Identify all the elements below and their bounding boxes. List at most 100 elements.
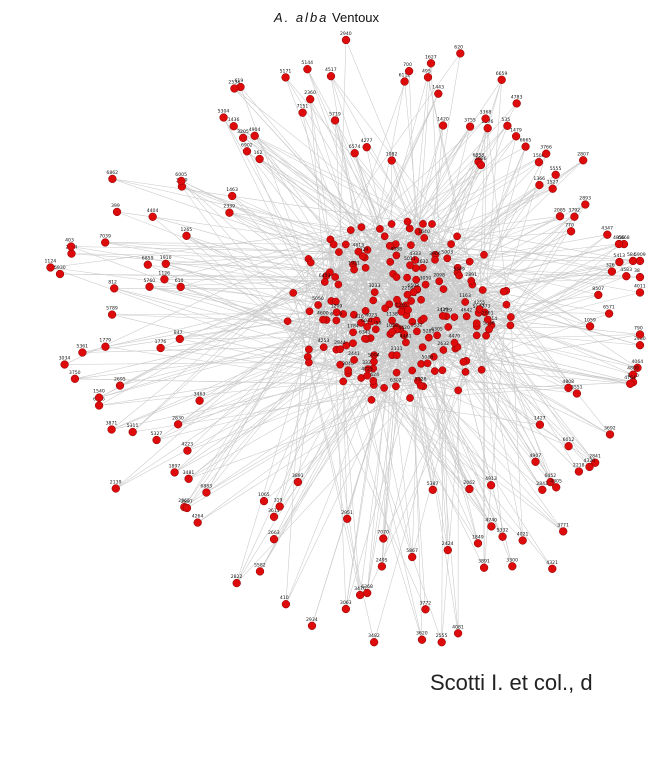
node-dot — [392, 382, 400, 391]
node-dot — [387, 156, 396, 165]
node-label: 5050 — [312, 296, 324, 302]
node-label: 620 — [454, 44, 463, 50]
node-dot — [635, 330, 645, 339]
network-edge — [346, 345, 374, 369]
node-label: 2218 — [573, 463, 585, 469]
node-label: 610 — [175, 278, 184, 284]
node-label: 6659 — [496, 71, 508, 77]
network-node: 4064 — [632, 359, 643, 372]
network-edge — [423, 369, 482, 387]
node-label: 2632 — [417, 259, 429, 265]
network-node: 5311 — [127, 423, 138, 437]
node-label: 4333 — [409, 251, 421, 257]
network-node: 3373 — [479, 303, 491, 317]
network-edge — [482, 289, 551, 483]
network-node: 6665 — [520, 138, 531, 151]
network-edge — [396, 319, 488, 356]
network-edge — [99, 370, 443, 406]
node-dot — [579, 156, 588, 165]
network-edge — [308, 311, 310, 350]
network-edge — [112, 312, 485, 315]
node-label: 4856 — [613, 235, 625, 241]
network-node: 1250 — [395, 303, 407, 316]
network-node: 4305 — [550, 478, 562, 492]
node-label: 4725 — [361, 367, 373, 373]
node-label: 3771 — [557, 522, 569, 528]
node-label: 6341 — [359, 330, 371, 336]
node-label: 6012 — [563, 437, 575, 443]
network-node — [329, 240, 338, 249]
node-label: 2534 — [228, 80, 240, 86]
node-label: 5003 — [441, 249, 453, 255]
node-dot — [229, 122, 238, 131]
network-node: 4809 — [627, 366, 639, 379]
node-label: 2555 — [436, 633, 448, 639]
network-node — [444, 323, 453, 331]
node-dot — [225, 208, 234, 217]
node-dot — [455, 271, 463, 280]
node-dot — [107, 425, 116, 434]
network-node: 38 — [634, 268, 645, 282]
network-edge — [160, 322, 362, 349]
network-node — [385, 241, 394, 250]
node-label: 2062 — [463, 480, 475, 486]
network-node: 3620 — [416, 631, 428, 644]
network-node: 1436 — [228, 117, 239, 131]
node-dot — [320, 278, 329, 286]
network-node — [385, 300, 394, 309]
network-node — [447, 240, 455, 248]
network-node: 326 — [606, 263, 617, 276]
node-label: 2216 — [402, 286, 414, 292]
network-node: 6883 — [200, 484, 212, 497]
network-edge — [310, 262, 374, 301]
network-node — [412, 275, 421, 284]
node-dot — [379, 534, 388, 543]
node-dot — [293, 477, 303, 487]
network-edge — [398, 304, 477, 324]
network-edge — [105, 311, 310, 347]
network-edge — [71, 253, 416, 261]
network-node: 4223 — [181, 442, 193, 455]
node-label: 1082 — [386, 152, 398, 158]
network-edge — [333, 244, 449, 328]
network-node — [305, 345, 313, 354]
node-label: 2842 — [536, 481, 548, 487]
network-edge — [186, 324, 492, 509]
network-edge — [236, 332, 354, 584]
node-dot — [242, 147, 252, 156]
network-edge — [443, 312, 486, 351]
network-node: 1463 — [226, 187, 238, 201]
node-dot — [362, 143, 371, 152]
node-label: 3891 — [292, 473, 304, 479]
network-edge — [417, 380, 543, 491]
node-dot — [407, 297, 415, 305]
network-node: 4088 — [390, 246, 402, 260]
network-node: 1443 — [432, 85, 444, 98]
network-edge — [409, 228, 536, 462]
node-dot — [628, 370, 638, 379]
network-edge — [336, 335, 487, 350]
node-dot — [404, 66, 414, 76]
node-label: 3040 — [342, 361, 354, 367]
node-label: 5930 — [54, 265, 66, 271]
network-edge — [491, 325, 590, 468]
node-label: 5867 — [406, 548, 418, 554]
network-edge — [408, 309, 610, 314]
network-node: 2216 — [402, 286, 414, 299]
network-edge — [179, 338, 349, 374]
network-node: 6012 — [563, 437, 575, 451]
network-edge — [309, 99, 326, 283]
node-dot — [423, 359, 432, 368]
network-edge — [197, 380, 419, 523]
node-dot — [363, 322, 371, 331]
node-label: 2139 — [110, 480, 122, 486]
network-node: 770 — [565, 222, 576, 236]
node-label: 5327 — [151, 431, 163, 437]
network-edge — [450, 243, 591, 327]
network-edge — [410, 244, 641, 262]
network-node: 2961 — [482, 311, 494, 324]
node-dot — [403, 290, 412, 299]
network-edge — [74, 314, 354, 380]
node-dot — [564, 383, 573, 393]
network-node — [438, 366, 447, 375]
